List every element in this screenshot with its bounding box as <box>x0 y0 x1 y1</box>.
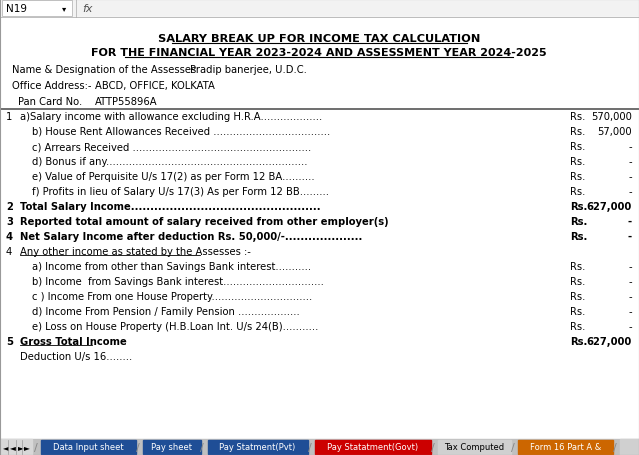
Text: ▾: ▾ <box>62 5 66 14</box>
Text: -: - <box>628 172 632 182</box>
Bar <box>142 440 201 454</box>
Text: d) Income From Pension / Family Pension ...................: d) Income From Pension / Family Pension … <box>32 306 300 316</box>
Text: Data Input sheet: Data Input sheet <box>53 443 124 451</box>
Text: ATTP55896A: ATTP55896A <box>95 97 158 107</box>
Text: b) House Rent Allowances Received ....................................: b) House Rent Allowances Received ......… <box>32 127 330 136</box>
Bar <box>208 440 307 454</box>
Text: /: / <box>511 442 515 452</box>
Text: ◄: ◄ <box>3 443 9 451</box>
Text: Name & Designation of the Assesses: Name & Designation of the Assesses <box>12 65 196 75</box>
Text: c) Arrears Received .......................................................: c) Arrears Received ....................… <box>32 142 311 152</box>
Text: FOR THE FINANCIAL YEAR 2023-2024 AND ASSESSMENT YEAR 2024-2025: FOR THE FINANCIAL YEAR 2023-2024 AND ASS… <box>91 48 547 58</box>
Text: 4: 4 <box>6 247 12 257</box>
Bar <box>0 0 639 18</box>
Text: d) Bonus if any..............................................................: d) Bonus if any.........................… <box>32 157 307 167</box>
Text: f) Profits in lieu of Salary U/s 17(3) As per Form 12 BB.........: f) Profits in lieu of Salary U/s 17(3) A… <box>32 187 329 197</box>
Text: 2: 2 <box>6 202 13 212</box>
Text: 3: 3 <box>6 217 13 227</box>
Text: c ) Income From one House Property...............................: c ) Income From one House Property......… <box>32 291 312 301</box>
Text: a) Income from other than Savings Bank interest...........: a) Income from other than Savings Bank i… <box>32 262 311 271</box>
Text: Rs.: Rs. <box>570 306 585 316</box>
Text: Total Salary Income.................................................: Total Salary Income.....................… <box>20 202 321 212</box>
Text: Rs.: Rs. <box>570 321 585 331</box>
Text: Pradip banerjee, U.D.C.: Pradip banerjee, U.D.C. <box>190 65 307 75</box>
Text: Rs.: Rs. <box>570 262 585 271</box>
Bar <box>41 440 136 454</box>
Bar <box>0 0 639 18</box>
Text: /: / <box>431 442 435 452</box>
Text: Rs.: Rs. <box>570 291 585 301</box>
Text: a)Salary income with allowance excluding H.R.A...................: a)Salary income with allowance excluding… <box>20 112 322 122</box>
Text: ◄: ◄ <box>10 443 16 451</box>
Text: 627,000: 627,000 <box>587 336 632 346</box>
Text: Rs.: Rs. <box>570 202 587 212</box>
Text: Rs.: Rs. <box>570 217 587 227</box>
Text: b) Income  from Savings Bank interest...............................: b) Income from Savings Bank interest....… <box>32 276 324 286</box>
Text: 1: 1 <box>6 112 12 122</box>
Bar <box>2 1 72 17</box>
Bar <box>314 440 431 454</box>
Text: Tax Computed: Tax Computed <box>444 443 504 451</box>
Text: Pan Card No.: Pan Card No. <box>18 97 82 107</box>
Text: Pay Statment(Pvt): Pay Statment(Pvt) <box>219 443 296 451</box>
Bar <box>2 1 72 17</box>
Text: Rs.: Rs. <box>570 127 585 136</box>
Text: Rs.: Rs. <box>570 172 585 182</box>
Text: 627,000: 627,000 <box>587 202 632 212</box>
Text: Gross Total Income: Gross Total Income <box>20 336 127 346</box>
Text: Rs.: Rs. <box>570 142 585 152</box>
Text: ►: ► <box>18 443 24 451</box>
Text: -: - <box>628 232 632 242</box>
Bar <box>518 440 613 454</box>
Text: 4: 4 <box>6 232 13 242</box>
Text: ►: ► <box>24 443 30 451</box>
Text: Rs.: Rs. <box>570 112 585 122</box>
Text: Deduction U/s 16........: Deduction U/s 16........ <box>20 351 132 361</box>
Text: -: - <box>628 217 632 227</box>
Text: SALARY BREAK UP FOR INCOME TAX CALCULATION: SALARY BREAK UP FOR INCOME TAX CALCULATI… <box>158 34 480 44</box>
Text: Rs.: Rs. <box>570 232 587 242</box>
Bar <box>620 439 639 455</box>
Text: Net Salary Income after deduction Rs. 50,000/-....................: Net Salary Income after deduction Rs. 50… <box>20 232 362 242</box>
Bar <box>0 439 639 455</box>
Text: N19: N19 <box>6 4 27 14</box>
Text: -: - <box>628 306 632 316</box>
Text: /: / <box>136 442 139 452</box>
Bar <box>438 440 511 454</box>
Text: Rs.: Rs. <box>570 276 585 286</box>
Text: Office Address:-: Office Address:- <box>12 81 91 91</box>
Text: 5: 5 <box>6 336 13 346</box>
Text: /: / <box>34 442 38 452</box>
Text: -: - <box>628 291 632 301</box>
Text: /: / <box>613 442 617 452</box>
Bar <box>0 439 32 455</box>
Text: 57,000: 57,000 <box>597 127 632 136</box>
Text: /: / <box>201 442 204 452</box>
Text: Pay Statatment(Govt): Pay Statatment(Govt) <box>327 443 418 451</box>
Text: e) Value of Perquisite U/s 17(2) as per Form 12 BA..........: e) Value of Perquisite U/s 17(2) as per … <box>32 172 314 182</box>
Text: Form 16 Part A &: Form 16 Part A & <box>530 443 601 451</box>
Text: Rs.: Rs. <box>570 157 585 167</box>
Text: /: / <box>307 442 311 452</box>
Text: 570,000: 570,000 <box>591 112 632 122</box>
Text: e) Loss on House Property (H.B.Loan Int. U/s 24(B)...........: e) Loss on House Property (H.B.Loan Int.… <box>32 321 318 331</box>
Text: -: - <box>628 142 632 152</box>
Text: -: - <box>628 187 632 197</box>
Text: -: - <box>628 321 632 331</box>
Text: -: - <box>628 157 632 167</box>
Text: -: - <box>628 262 632 271</box>
Text: Rs.: Rs. <box>570 187 585 197</box>
Text: ABCD, OFFICE, KOLKATA: ABCD, OFFICE, KOLKATA <box>95 81 215 91</box>
Text: Rs.: Rs. <box>570 336 587 346</box>
Text: Reported total amount of salary received from other employer(s): Reported total amount of salary received… <box>20 217 389 227</box>
Text: -: - <box>628 276 632 286</box>
Text: Any other income as stated by the Assesses :-: Any other income as stated by the Assess… <box>20 247 251 257</box>
Text: fx: fx <box>82 4 93 14</box>
Text: Pay sheet: Pay sheet <box>151 443 192 451</box>
